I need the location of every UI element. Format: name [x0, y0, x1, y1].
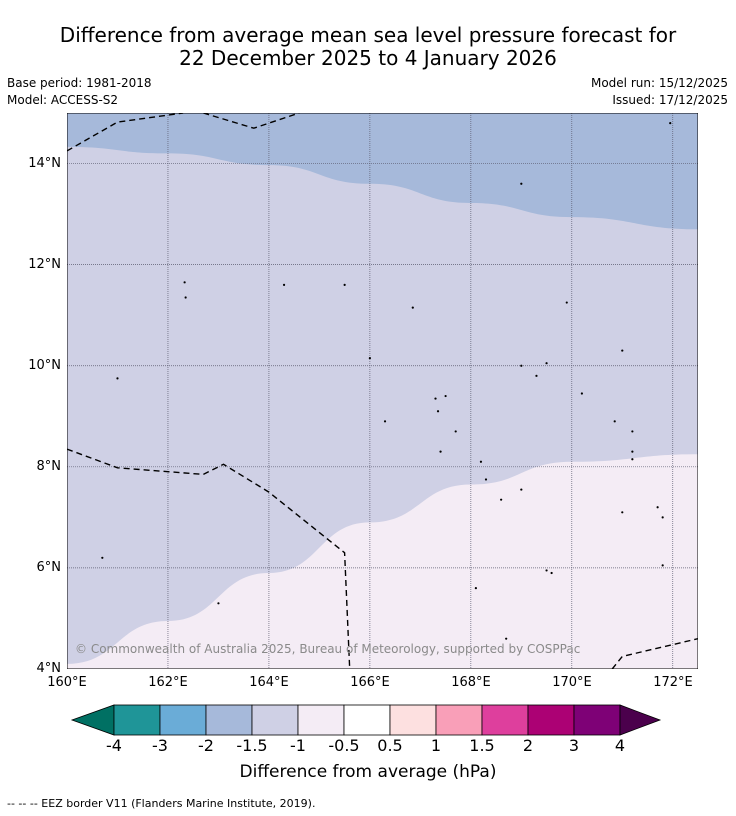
- colorbar-label: 3: [568, 736, 580, 755]
- island-marker: [183, 281, 186, 284]
- x-tick-168e: 168°E: [451, 675, 491, 690]
- island-marker: [565, 301, 568, 304]
- x-tick-172e: 172°E: [653, 675, 693, 690]
- colorbar-label: 1.5: [469, 736, 495, 755]
- eez-border-line: [67, 448, 351, 669]
- island-marker: [484, 478, 488, 481]
- colorbar-cell: [481, 704, 529, 736]
- island-marker: [436, 410, 440, 413]
- colorbar-cell: [435, 704, 483, 736]
- island-marker: [621, 349, 624, 352]
- colorbar-cell: [159, 704, 207, 736]
- colorbar-label: -1: [290, 736, 306, 755]
- y-tick-12n: 12°N: [28, 257, 61, 272]
- x-tick-162e: 162°E: [148, 675, 188, 690]
- island-marker: [479, 460, 483, 463]
- colorbar-label: -1.5: [236, 736, 268, 755]
- eez-border-line: [203, 113, 300, 129]
- colorbar-cell: [573, 704, 621, 736]
- island-marker: [116, 377, 119, 380]
- eez-border-line: [67, 113, 184, 152]
- x-tick-170e: 170°E: [552, 675, 592, 690]
- colorbar-arrow-right: [619, 704, 662, 736]
- island-marker: [500, 498, 503, 501]
- colorbar-cell: [205, 704, 253, 736]
- y-tick-4n: 4°N: [36, 661, 62, 676]
- y-tick-6n: 6°N: [36, 560, 62, 575]
- island-marker: [656, 506, 659, 509]
- colorbar-arrow-left: [70, 704, 115, 736]
- island-marker: [474, 587, 477, 590]
- pressure-anomaly-map: [67, 113, 698, 669]
- colorbar-cell: [389, 704, 437, 736]
- colorbar-label: 1: [430, 736, 442, 755]
- island-marker: [631, 450, 634, 453]
- eez-border-line: [611, 638, 698, 669]
- chart-title-line2: 22 December 2025 to 4 January 2026: [179, 46, 557, 70]
- colorbar-label: -0.5: [328, 736, 360, 755]
- island-marker: [545, 569, 548, 572]
- model-run-label: Model run: 15/12/2025: [590, 76, 728, 90]
- map-copyright: © Commonwealth of Australia 2025, Bureau…: [75, 642, 581, 656]
- colorbar-title: Difference from average (hPa): [239, 762, 497, 782]
- island-marker: [631, 458, 634, 461]
- colorbar-cell: [343, 704, 391, 736]
- island-marker: [411, 306, 414, 309]
- colorbar-cell: [113, 704, 161, 736]
- colorbar-cell: [527, 704, 575, 736]
- island-marker: [343, 283, 346, 286]
- region-minus1.5-to-minus1: [67, 113, 698, 230]
- issued-label: Issued: 17/12/2025: [612, 93, 728, 107]
- island-marker: [580, 392, 583, 395]
- eez-legend-footer: -- -- -- EEZ border V11 (Flanders Marine…: [7, 797, 316, 810]
- y-tick-14n: 14°N: [28, 156, 61, 171]
- colorbar-label: 2: [522, 736, 534, 755]
- island-marker: [535, 374, 538, 377]
- island-marker: [613, 420, 616, 423]
- island-marker: [520, 182, 523, 185]
- island-marker: [520, 364, 523, 367]
- island-marker: [383, 420, 387, 423]
- island-marker: [444, 394, 447, 398]
- model-label: Model: ACCESS-S2: [7, 93, 119, 107]
- colorbar-label: 4: [614, 736, 626, 755]
- colorbar: [70, 704, 662, 736]
- y-tick-8n: 8°N: [36, 459, 62, 474]
- island-marker: [661, 516, 664, 519]
- x-tick-166e: 166°E: [350, 675, 390, 690]
- island-marker: [101, 556, 104, 559]
- region-minus0.5-to-0.5: [67, 454, 698, 669]
- island-marker: [454, 430, 457, 433]
- island-marker: [368, 357, 371, 360]
- colorbar-cell: [297, 704, 345, 736]
- island-marker: [505, 637, 508, 640]
- y-tick-10n: 10°N: [28, 358, 61, 373]
- x-tick-160e: 160°E: [47, 675, 87, 690]
- island-marker: [545, 362, 548, 365]
- island-marker: [434, 397, 437, 400]
- island-marker: [217, 602, 220, 605]
- base-period-label: Base period: 1981-2018: [7, 76, 152, 90]
- island-marker: [669, 122, 672, 125]
- colorbar-label: -3: [152, 736, 168, 755]
- colorbar-label: -4: [106, 736, 122, 755]
- island-marker: [184, 296, 187, 299]
- island-marker: [282, 283, 286, 286]
- colorbar-label: -2: [198, 736, 214, 755]
- x-tick-164e: 164°E: [249, 675, 289, 690]
- island-marker: [661, 564, 664, 567]
- colorbar-cell: [251, 704, 299, 736]
- island-marker: [439, 450, 442, 453]
- island-marker: [631, 430, 634, 433]
- colorbar-label: 0.5: [377, 736, 403, 755]
- island-marker: [550, 571, 553, 575]
- island-marker: [621, 511, 624, 514]
- island-marker: [520, 488, 523, 491]
- chart-title-line1: Difference from average mean sea level p…: [59, 23, 677, 47]
